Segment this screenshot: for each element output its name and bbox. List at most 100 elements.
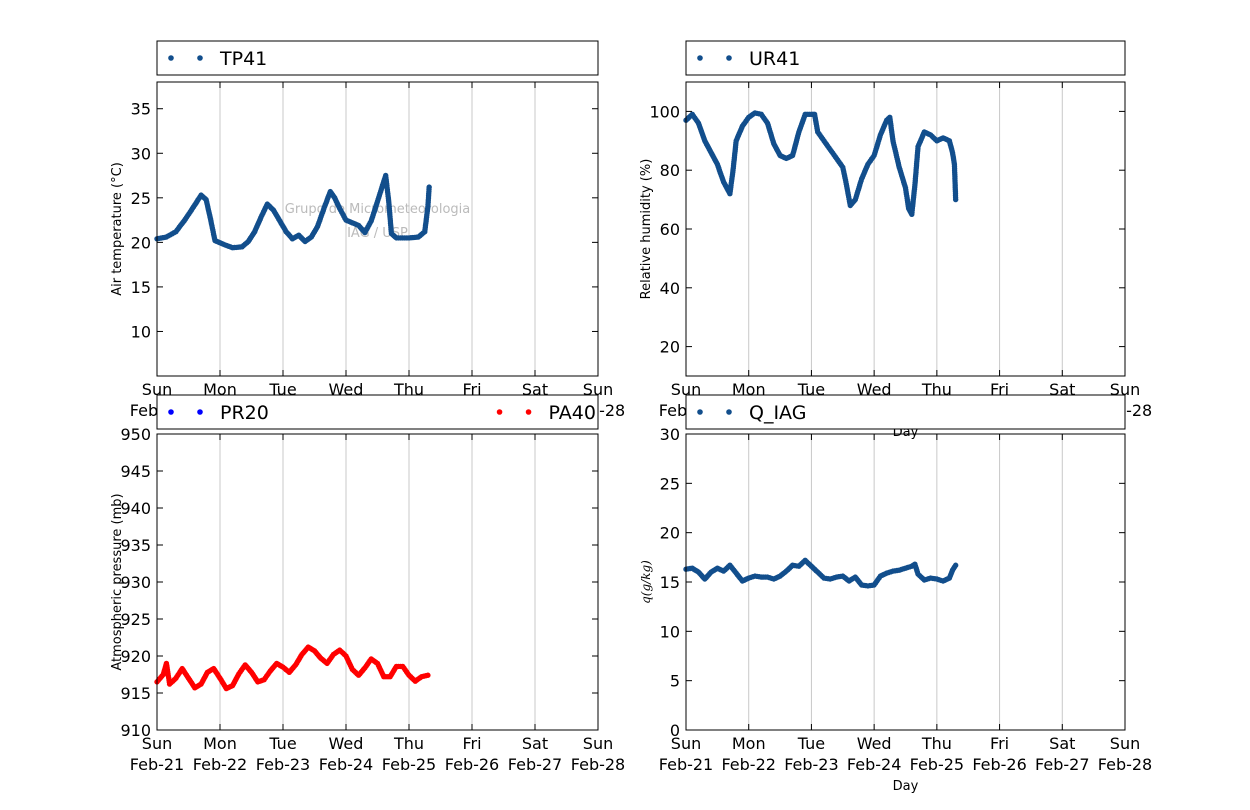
x-tick-day: Thu xyxy=(921,380,952,399)
x-tick-day: Tue xyxy=(797,734,825,753)
plot-frame xyxy=(685,433,1126,731)
y-tick-label: 15 xyxy=(660,573,680,592)
x-tick-day: Sun xyxy=(1110,380,1140,399)
plot-frame xyxy=(156,433,599,731)
legend-marker xyxy=(726,55,732,61)
x-tick-day: Thu xyxy=(393,734,424,753)
x-tick-date: Feb-28 xyxy=(571,755,625,774)
data-point xyxy=(426,184,432,190)
x-tick-day: Mon xyxy=(203,380,237,399)
x-tick-date: Feb-25 xyxy=(382,755,436,774)
x-tick-date: Feb-26 xyxy=(445,755,499,774)
x-axis-label: Day xyxy=(893,779,919,794)
data-point xyxy=(425,672,431,678)
x-tick-day: Sun xyxy=(671,380,701,399)
y-tick-label: 80 xyxy=(660,161,680,180)
x-tick-date: Feb-23 xyxy=(784,755,838,774)
y-tick-label: 30 xyxy=(660,425,680,444)
x-tick-day: Sun xyxy=(142,734,172,753)
y-axis-label: q(g/kg) xyxy=(639,560,653,604)
x-tick-day: Tue xyxy=(797,380,825,399)
x-tick-date: Feb-27 xyxy=(508,755,562,774)
plot-frame xyxy=(685,81,1126,377)
y-tick-label: 25 xyxy=(131,189,151,208)
y-tick-label: 935 xyxy=(120,536,151,555)
legend-box xyxy=(685,40,1126,76)
legend-marker xyxy=(197,55,203,61)
x-tick-day: Sun xyxy=(671,734,701,753)
x-tick-day: Wed xyxy=(857,380,892,399)
temperature-panel: 101520253035SunFeb-21MonFeb-22TueFeb-23W… xyxy=(110,40,625,420)
x-tick-day: Tue xyxy=(268,734,296,753)
legend-marker xyxy=(496,409,503,415)
x-tick-day: Sat xyxy=(1049,734,1075,753)
y-axis-label: Relative humidity (%) xyxy=(639,159,654,300)
x-tick-day: Fri xyxy=(990,380,1009,399)
y-tick-label: 940 xyxy=(120,499,151,518)
specific-humidity-panel: 0 5 10 15 20 25 30 Sun Feb-21 Mon Feb-22 Tue Feb-23 W… xyxy=(639,394,1152,794)
legend-marker xyxy=(168,55,174,61)
x-tick-day: Tue xyxy=(268,380,296,399)
legend-label: TP41 xyxy=(219,48,267,70)
legend-marker xyxy=(525,409,532,415)
legend-box xyxy=(685,394,1126,430)
legend-marker xyxy=(197,409,203,415)
y-tick-label: 0 xyxy=(670,721,680,740)
y-tick-label: 100 xyxy=(649,102,680,121)
x-tick-day: Mon xyxy=(732,380,766,399)
x-tick-day: Fri xyxy=(462,380,481,399)
legend-marker xyxy=(697,55,703,61)
legend-marker xyxy=(168,409,174,415)
y-tick-label: 25 xyxy=(660,474,680,493)
x-tick-day: Sat xyxy=(522,734,548,753)
x-tick-date: Feb-23 xyxy=(256,755,310,774)
y-tick-label: 945 xyxy=(120,462,151,481)
y-tick-label: 915 xyxy=(120,684,151,703)
y-tick-label: 930 xyxy=(120,573,151,592)
y-tick-label: 60 xyxy=(660,220,680,239)
pressure-panel: 910 915 920 925 930 935 940 945 950 Sun Feb-21 Mon F… xyxy=(110,394,625,774)
x-tick-day: Mon xyxy=(732,734,766,753)
x-tick-day: Wed xyxy=(857,734,892,753)
legend-label: Q_IAG xyxy=(749,402,806,424)
legend-box xyxy=(156,394,599,430)
legend-box xyxy=(156,40,599,76)
x-tick-date: Feb-21 xyxy=(130,755,184,774)
y-tick-label: 35 xyxy=(131,100,151,119)
x-tick-date: Feb-21 xyxy=(659,755,713,774)
y-tick-label: 910 xyxy=(120,721,151,740)
y-tick-label: 950 xyxy=(120,425,151,444)
x-tick-day: Sun xyxy=(583,734,613,753)
x-tick-date: Feb-22 xyxy=(721,755,775,774)
y-tick-label: 925 xyxy=(120,610,151,629)
x-tick-day: Sat xyxy=(1049,380,1075,399)
x-tick-date: Feb-24 xyxy=(319,755,373,774)
x-tick-date: Feb-26 xyxy=(972,755,1026,774)
y-axis-label: Air temperature (°C) xyxy=(110,162,125,296)
x-tick-date: Feb-22 xyxy=(193,755,247,774)
x-tick-day: Fri xyxy=(462,734,481,753)
legend-marker xyxy=(726,409,732,415)
y-tick-label: 920 xyxy=(120,647,151,666)
plot-frame xyxy=(156,81,599,377)
x-tick-day: Thu xyxy=(393,380,424,399)
y-tick-label: 20 xyxy=(660,524,680,543)
legend-label: UR41 xyxy=(749,48,800,70)
legend-label: PR20 xyxy=(220,402,269,424)
legend-label: PA40 xyxy=(549,402,596,424)
x-tick-day: Wed xyxy=(329,734,364,753)
y-tick-label: 15 xyxy=(131,278,151,297)
y-tick-label: 10 xyxy=(660,622,680,641)
x-tick-day: Wed xyxy=(329,380,364,399)
legend: TP41 xyxy=(156,40,599,76)
humidity-panel: 20406080100SunFeb-21MonFeb-22TueFeb-23We… xyxy=(639,40,1152,440)
x-tick-day: Thu xyxy=(921,734,952,753)
data-point xyxy=(952,196,959,203)
x-tick-day: Sun xyxy=(142,380,172,399)
y-tick-label: 10 xyxy=(131,322,151,341)
y-tick-label: 40 xyxy=(660,279,680,298)
y-tick-label: 5 xyxy=(670,672,680,691)
y-tick-label: 20 xyxy=(131,233,151,252)
x-tick-day: Sun xyxy=(583,380,613,399)
